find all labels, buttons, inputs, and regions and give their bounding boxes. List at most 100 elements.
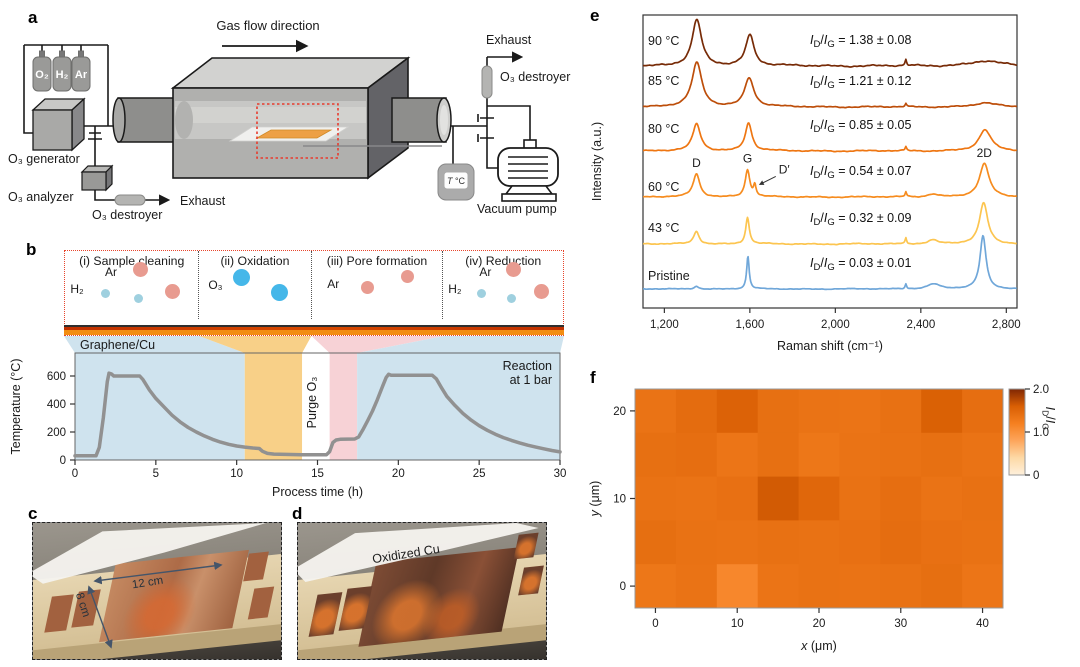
- heatmap-cell: [757, 432, 800, 478]
- svg-text:0: 0: [60, 455, 66, 467]
- heatmap-cell: [962, 432, 1004, 478]
- gas-label-o3: O₃: [208, 278, 223, 293]
- heatmap-cell: [921, 520, 963, 565]
- stage-band: [311, 336, 444, 460]
- peak-label-D: D: [692, 156, 701, 170]
- svg-text:20: 20: [613, 406, 626, 418]
- svg-text:600: 600: [47, 371, 66, 383]
- svg-text:10: 10: [230, 468, 243, 480]
- heatmap-cell: [757, 520, 800, 565]
- raman-trace-5: [642, 234, 1017, 291]
- gas-lines: [23, 44, 171, 206]
- svg-text:20: 20: [813, 618, 826, 630]
- o3-generator-label: O₃ generator: [8, 152, 80, 166]
- gas-label-h2: H₂: [448, 282, 462, 297]
- svg-text:1,200: 1,200: [650, 319, 679, 331]
- ratio-annotation: ID/IG = 0.32 ± 0.09: [810, 211, 911, 228]
- heatmap-cell: [880, 520, 922, 565]
- colorbar-tick: 2.0: [1033, 384, 1049, 396]
- cylinder-o2-label: O₂: [35, 69, 49, 81]
- o3-analyzer-label: O₃ analyzer: [8, 190, 74, 204]
- o3-molecule: [270, 283, 288, 301]
- reaction-annotation: at 1 bar: [510, 373, 552, 387]
- t-sensor-label: T °C: [447, 176, 466, 186]
- reaction-annotation: Reaction: [503, 359, 552, 373]
- ratio-annotation: ID/IG = 1.38 ± 0.08: [810, 33, 911, 50]
- peak-label-G: G: [743, 151, 752, 165]
- heatmap-cell: [675, 564, 718, 609]
- raman-trace-3: [642, 162, 1017, 199]
- exhaust-lines: [451, 51, 531, 169]
- stage-band: [199, 336, 312, 460]
- heatmap-cell: [757, 564, 800, 609]
- heatmap-cell: [962, 520, 1004, 565]
- heatmap-cell: [635, 432, 677, 478]
- heatmap-cell: [839, 564, 881, 609]
- o3-molecule: [232, 268, 250, 286]
- series-label: 90 °C: [648, 34, 679, 48]
- svg-text:25: 25: [473, 468, 486, 480]
- heatmap-cell: [757, 476, 800, 521]
- stage-title: (iv) Reduction: [465, 254, 542, 268]
- furnace: [112, 56, 452, 180]
- heatmap-cell: [921, 564, 963, 609]
- svg-text:10: 10: [613, 494, 626, 506]
- heatmap-cell: [716, 432, 759, 478]
- stage-title: (iii) Pore formation: [326, 254, 428, 268]
- heatmap-cell: [716, 389, 759, 434]
- h2-molecule: [134, 293, 144, 303]
- colorbar: [1008, 388, 1026, 476]
- heatmap-cell: [921, 389, 963, 434]
- svg-text:0: 0: [652, 618, 658, 630]
- heatmap-cell: [921, 432, 963, 478]
- cylinder-h2-label: H₂: [56, 69, 69, 81]
- svg-text:2,800: 2,800: [992, 319, 1021, 331]
- heatmap-cell: [880, 389, 922, 434]
- panel-e: e 1,200 1,600 2,000 2,400 2,800 Raman shift (…: [585, 0, 1080, 360]
- o3-destroyer-bottom-icon: [114, 194, 146, 206]
- panel-f-label: f: [590, 368, 596, 387]
- heatmap-cell: [635, 389, 677, 434]
- gas-label-h2: H₂: [70, 282, 84, 297]
- x-axis-label: Raman shift (cm⁻¹): [777, 339, 883, 353]
- ratio-annotation: ID/IG = 1.21 ± 0.12: [810, 74, 911, 91]
- vacuum-pump-icon: [497, 139, 559, 202]
- panel-d-label: d: [292, 504, 303, 523]
- ar-molecule: [361, 280, 375, 294]
- o3-destroyer-right-label: O₃ destroyer: [500, 70, 570, 84]
- heatmap-cell: [880, 432, 922, 478]
- panel-c-label: c: [28, 504, 38, 523]
- svg-text:2,000: 2,000: [821, 319, 850, 331]
- stage-band: [302, 336, 330, 460]
- heatmap-cell: [635, 564, 677, 609]
- svg-text:30: 30: [554, 468, 567, 480]
- colorbar-tick: 1.0: [1033, 427, 1049, 439]
- sample-highlight-box: [256, 103, 339, 159]
- y-axis-label: Intensity (a.u.): [590, 122, 604, 201]
- h2-molecule: [101, 289, 111, 299]
- svg-text:40: 40: [976, 618, 989, 630]
- svg-text:400: 400: [47, 399, 66, 411]
- heatmap-cell: [798, 476, 840, 521]
- exhaust-bottom-label: Exhaust: [180, 194, 226, 208]
- raman-trace-0: [642, 18, 1018, 68]
- raman-map-heatmap: 0 10 20 30 40 0 10 20 x (μm) y (μm) 2.0 1.0 0: [588, 384, 1049, 653]
- purge-label: Purge O₃: [305, 377, 319, 429]
- exhaust-top-label: Exhaust: [486, 33, 532, 47]
- temperature-sensor-icon: T °C: [437, 163, 475, 201]
- series-label: 43 °C: [648, 221, 679, 235]
- panel-e-label: e: [590, 6, 600, 25]
- heatmap-cell: [675, 476, 718, 521]
- vacuum-pump-label: Vacuum pump: [477, 202, 557, 216]
- heatmap-cell: [798, 389, 840, 434]
- panel-a-label: a: [28, 8, 38, 27]
- heatmap-cell: [675, 520, 718, 565]
- heatmap-cell: [798, 432, 840, 478]
- heatmap-cell: [880, 564, 922, 609]
- panel-b-label: b: [26, 240, 37, 259]
- svg-text:20: 20: [392, 468, 405, 480]
- o3-destroyer-right-icon: [481, 65, 493, 99]
- ar-molecule: [534, 283, 550, 299]
- panel-b: b (i) Sample cleaning H₂ Ar (ii) Oxidati…: [0, 240, 580, 502]
